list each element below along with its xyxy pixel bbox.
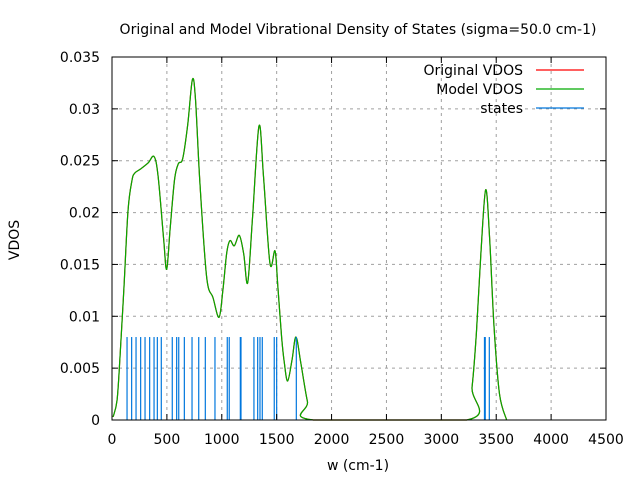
tick-labels: 0 500 1000 1500 2000 2500 3000 3500 4000 4500 0 0.0… [60,50,624,448]
y-tick-label: 0 [91,413,100,429]
y-tick-label: 0.015 [60,257,100,273]
y-axis-label: VDOS [7,220,23,260]
y-tick-label: 0.03 [69,102,100,118]
plot-frame [111,56,607,421]
x-tick-label: 500 [154,432,181,448]
states-impulses [126,337,490,420]
x-tick-label: 1500 [259,432,295,448]
grid-lines [112,57,606,420]
chart-title: Original and Model Vibrational Density o… [120,22,597,38]
legend-label: Original VDOS [424,63,524,79]
series-layer [112,77,508,421]
x-tick-label: 0 [108,432,117,448]
axis-ticks [111,56,607,421]
y-tick-label: 0.02 [69,206,100,222]
x-tick-label: 4500 [588,432,624,448]
x-tick-label: 2500 [369,432,405,448]
y-tick-label: 0.01 [69,309,100,325]
x-tick-label: 3000 [424,432,460,448]
legend-item-states: states [480,101,584,117]
x-tick-label: 1000 [204,432,240,448]
x-tick-label: 4000 [533,432,569,448]
model-vdos-line [112,77,508,421]
legend-label: Model VDOS [436,82,523,98]
legend-item-original-vdos: Original VDOS [424,63,584,79]
y-tick-label: 0.035 [60,50,100,66]
y-tick-label: 0.005 [60,361,100,377]
legend: Original VDOS Model VDOS states [424,63,584,117]
x-tick-label: 2000 [314,432,350,448]
x-tick-label: 3500 [478,432,514,448]
y-tick-label: 0.025 [60,154,100,170]
legend-label: states [480,101,523,117]
x-axis-label: w (cm-1) [327,458,389,474]
legend-item-model-vdos: Model VDOS [436,82,584,98]
